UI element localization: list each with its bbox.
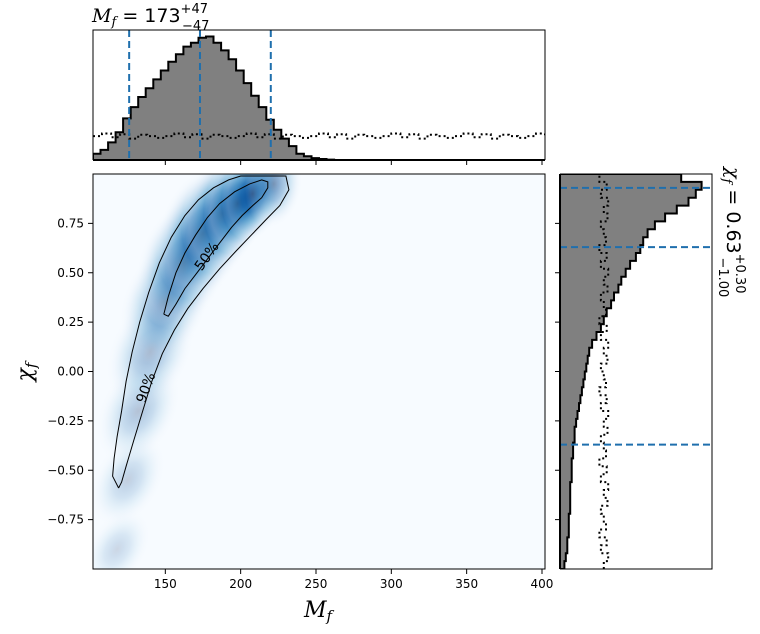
contour-group <box>112 175 290 489</box>
x-tick-label: 350 <box>455 577 478 591</box>
y-tick-label: 0.50 <box>57 266 84 280</box>
y-axis-ticks: −0.75 −0.50 −0.25 0.00 0.25 0.50 0.75 <box>47 216 93 527</box>
x-axis-ticks: 150 200 250 300 350 400 <box>154 569 554 591</box>
x-tick-label: 300 <box>380 577 403 591</box>
chi-histogram <box>560 174 712 569</box>
right-panel-frame <box>560 173 713 570</box>
x-tick-label: 150 <box>154 577 177 591</box>
mf-title: Mf = 173+47 −47 <box>91 2 209 34</box>
contour-90pct <box>112 175 290 489</box>
mf-posterior-histogram <box>93 35 342 160</box>
y-tick-label: 0.25 <box>57 315 84 329</box>
x-tick-label: 200 <box>229 577 252 591</box>
top-panel-frame <box>92 29 546 160</box>
y-tick-label: 0.75 <box>57 216 84 230</box>
y-tick-label: 0.00 <box>57 365 84 379</box>
chi-prior-histogram <box>598 174 610 569</box>
x-tick-label: 250 <box>305 577 328 591</box>
density-blob <box>244 174 303 228</box>
x-axis-label: Mf <box>303 598 335 625</box>
mf-prior-histogram <box>93 132 545 140</box>
right-marginal-panel: χf = 0.63+0.30−1.00 <box>555 165 747 570</box>
right-panel-ticks <box>555 222 560 521</box>
density-blob <box>93 508 151 569</box>
top-marginal-panel: Mf = 173+47 −47 <box>91 2 546 165</box>
x-tick-label: 400 <box>531 577 554 591</box>
chi-title: χf = 0.63+0.30−1.00 <box>715 165 747 297</box>
y-tick-label: −0.25 <box>47 414 84 428</box>
top-panel-ticks <box>164 160 543 165</box>
y-tick-label: −0.50 <box>47 463 84 477</box>
y-axis-label: χf <box>13 360 40 383</box>
mf-histogram <box>93 30 545 160</box>
chi-posterior-histogram <box>560 174 703 569</box>
y-tick-label: −0.75 <box>47 513 84 527</box>
joint-panel: 50%90% 150 200 250 300 350 400 −0.75−0.50−0.2… <box>13 173 554 625</box>
contour-50pct <box>163 179 269 317</box>
